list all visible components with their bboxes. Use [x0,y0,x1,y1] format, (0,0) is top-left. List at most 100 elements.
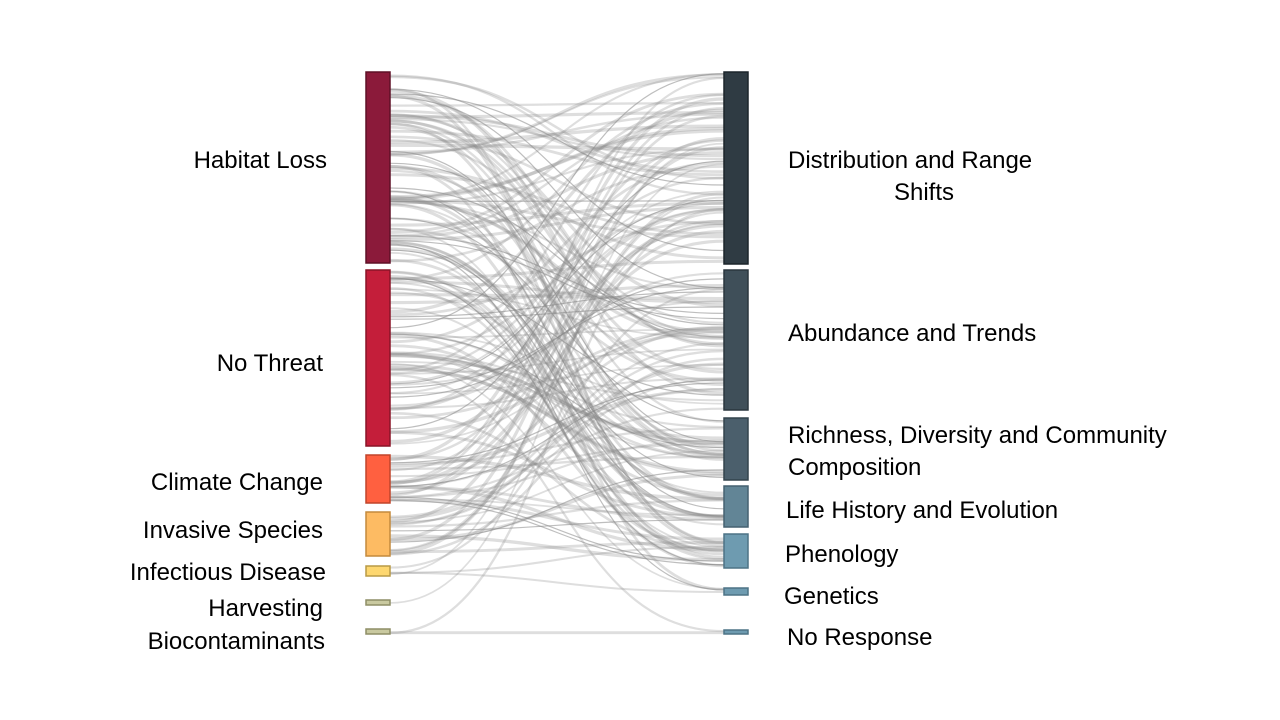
label-habitat-loss: Habitat Loss [194,147,327,174]
flow-link [389,377,725,525]
flow-link [389,222,725,472]
flow-link [389,139,725,324]
flow-link [389,72,725,201]
flow-link [389,382,725,464]
flow-link [389,187,725,326]
flow-link [389,363,725,395]
flow-link [389,114,725,158]
flow-link [389,119,725,374]
flow-link [389,165,725,591]
node-richness[interactable] [723,417,749,481]
flow-link [389,190,725,510]
flow-link [389,473,725,542]
flow-link [389,129,725,177]
flow-link [389,224,725,444]
flow-link [389,499,725,566]
flow-link [389,160,725,430]
flow-link [389,499,725,528]
target-nodes [723,71,749,635]
flow-link [389,165,725,263]
flow-link [389,545,725,574]
label-infectious-disease: Infectious Disease [130,559,326,586]
flow-link [389,367,725,474]
flow-link [389,161,725,344]
label-no-threat: No Threat [217,350,324,377]
label-richness-line2: Composition [788,454,921,481]
flow-link [389,357,725,556]
flow-link [389,195,725,500]
flow-link [389,362,725,521]
flow-link [389,240,725,501]
flow-link [389,407,725,499]
flow-link [389,349,725,526]
label-harvesting: Harvesting [208,595,323,622]
flow-link [389,241,725,500]
node-biocontaminants[interactable] [365,628,391,635]
flow-link [389,243,725,591]
flow-link [389,106,725,485]
flow-link [389,88,725,252]
flow-link [389,119,725,346]
node-abundance[interactable] [723,269,749,411]
node-no-threat[interactable] [365,269,391,447]
flow-link [389,344,725,497]
flow-link [389,293,725,301]
node-habitat-loss[interactable] [365,71,391,264]
flow-link [389,164,725,449]
node-no-response[interactable] [723,629,749,635]
flow-link [389,147,725,205]
flow-link [389,469,725,543]
flow-link [389,251,725,553]
flow-link [389,439,725,499]
node-genetics[interactable] [723,587,749,596]
node-invasive-species[interactable] [365,511,391,557]
node-phenology[interactable] [723,533,749,569]
flow-link [389,169,725,387]
label-genetics: Genetics [784,583,879,610]
flow-link [389,427,725,465]
label-invasive-species: Invasive Species [143,517,323,544]
flow-link [389,333,725,449]
flow-link [389,351,725,429]
flow-link [389,325,725,445]
flow-link [389,430,725,519]
node-climate-change[interactable] [365,454,391,504]
node-infectious-disease[interactable] [365,565,391,577]
flow-link [389,75,725,180]
flow-link [389,272,725,407]
source-labels: Habitat Loss No Threat Climate Change In… [130,147,327,655]
label-phenology: Phenology [785,541,898,568]
flow-link [389,94,725,544]
flow-link [389,541,725,554]
flow-link [389,109,725,173]
flow-link [389,97,725,289]
flow-link [389,363,725,590]
flow-link [389,442,725,478]
flow-link [389,244,725,517]
flow-link [389,97,725,461]
flow-link [389,485,725,552]
flow-link [389,352,725,518]
flow-link [389,203,725,461]
flow-link [389,93,725,348]
node-harvesting[interactable] [365,599,391,606]
label-distribution-line1: Distribution and Range [788,147,1032,174]
node-life-history[interactable] [723,485,749,528]
flow-link [389,113,725,338]
flow-link [389,281,725,494]
flow-link [389,163,725,604]
flow-link [389,129,725,199]
flow-link [389,73,725,156]
flow-link [389,379,725,488]
flow-link [389,485,725,521]
flow-link [389,240,725,320]
flow-link [389,124,725,144]
flow-link [389,143,725,151]
flow-link [389,208,725,395]
flow-link [389,571,725,593]
node-distribution[interactable] [723,71,749,265]
flow-link [389,135,725,226]
flow-link [389,299,725,386]
flow-link [389,122,725,423]
